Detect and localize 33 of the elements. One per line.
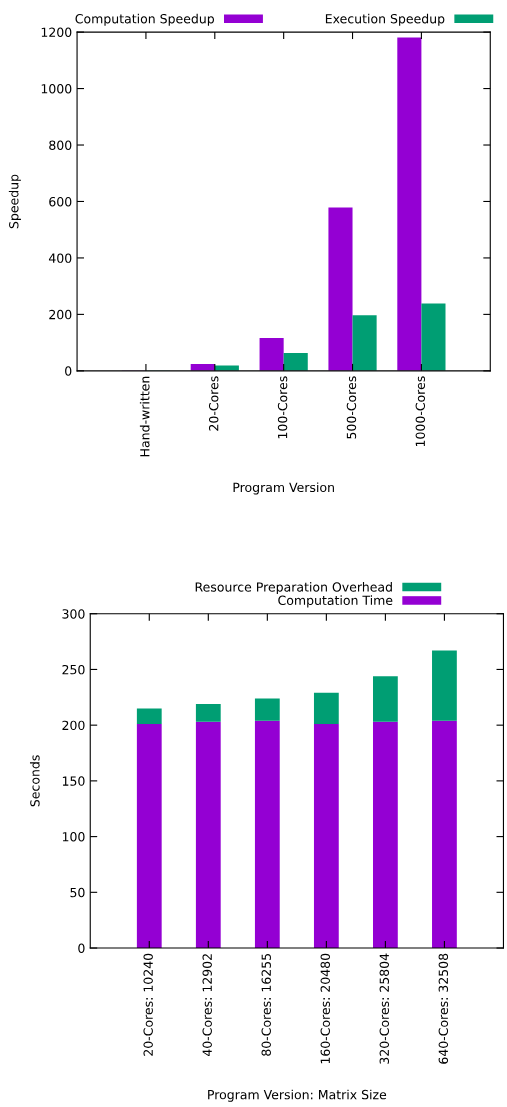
y-tick-label: 200 bbox=[49, 309, 72, 320]
legend-label: Computation Speedup bbox=[75, 13, 215, 26]
y-tick-label: 0 bbox=[65, 366, 72, 376]
x-tick-label: 500-Cores bbox=[346, 376, 357, 439]
x-tick-label: 1000-Cores bbox=[415, 376, 426, 447]
x-tick-label: Hand-written bbox=[139, 376, 150, 457]
legend-label: Resource Preparation Overhead bbox=[195, 582, 392, 595]
y-tick-label: 1000 bbox=[41, 84, 72, 94]
y-axis-title: Speedup bbox=[8, 174, 21, 229]
y-tick-label: 200 bbox=[62, 720, 85, 731]
y-tick-label: 0 bbox=[78, 943, 85, 953]
y-axis-title: Seconds bbox=[29, 755, 40, 807]
x-tick-label: 80-Cores: 16255 bbox=[261, 953, 271, 1056]
x-tick-label: 20-Cores: 10240 bbox=[143, 953, 153, 1056]
x-tick-label: 160-Cores: 20480 bbox=[320, 953, 330, 1064]
y-tick-label: 1200 bbox=[41, 27, 72, 38]
y-tick-label: 400 bbox=[48, 253, 72, 263]
x-tick-label: 40-Cores: 12902 bbox=[202, 954, 212, 1057]
x-tick-label: 640-Cores: 32508 bbox=[438, 953, 449, 1064]
y-tick-label: 250 bbox=[62, 664, 85, 675]
y-tick-label: 600 bbox=[49, 196, 72, 207]
x-tick-label: 320-Cores: 25804 bbox=[379, 953, 390, 1064]
y-tick-label: 50 bbox=[70, 887, 85, 898]
legend-label: Computation Time bbox=[278, 595, 393, 608]
y-tick-label: 300 bbox=[62, 609, 85, 619]
legend-label: Execution Speedup bbox=[325, 13, 445, 26]
x-axis-title: Program Version bbox=[233, 482, 334, 495]
y-tick-label: 100 bbox=[62, 832, 85, 842]
x-axis-title: Program Version: Matrix Size bbox=[208, 1089, 387, 1102]
y-tick-label: 800 bbox=[49, 140, 72, 150]
x-tick-label: 20-Cores bbox=[208, 376, 219, 431]
x-tick-label: 100-Cores bbox=[277, 376, 288, 439]
y-tick-label: 150 bbox=[62, 776, 85, 786]
